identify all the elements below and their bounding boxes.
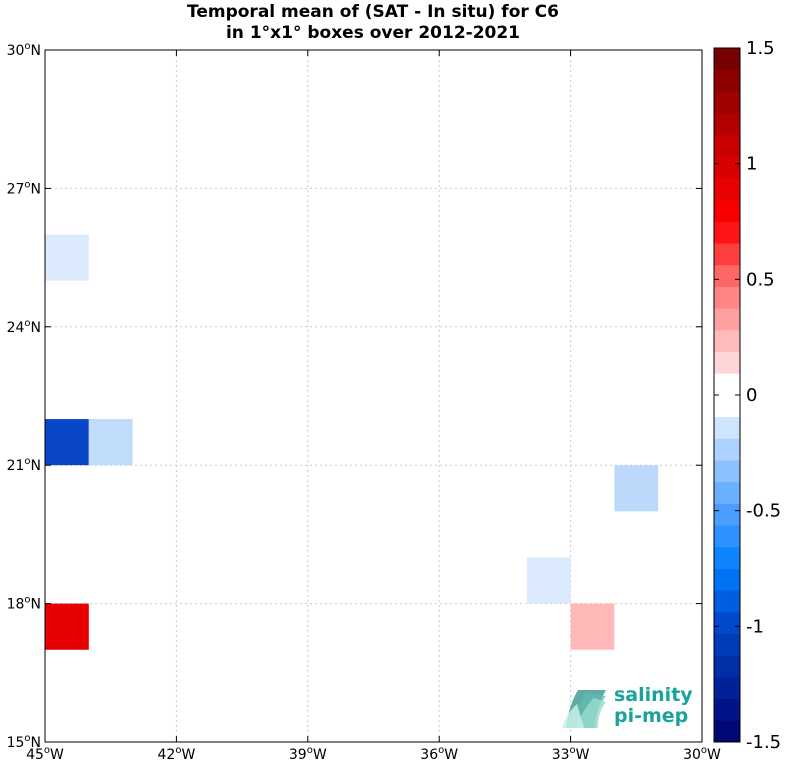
colorbar-segment-27	[714, 134, 740, 157]
colorbar-tick-label-2: 0.5	[746, 269, 775, 290]
data-cell-3	[45, 603, 89, 650]
colorbar-segment-9	[714, 525, 740, 548]
data-cells	[45, 234, 659, 650]
y-tick-label-3: 24oN	[7, 318, 41, 336]
colorbar-tick-label-3: 0	[746, 385, 757, 406]
x-tick-label-3: 36oW	[420, 745, 458, 763]
colorbar-segment-18	[714, 329, 740, 353]
chart-title: Temporal mean of (SAT - In situ) for C6 …	[187, 2, 559, 43]
x-tick-label-5: 30oW	[683, 745, 721, 763]
colorbar-tick-label-1: 1	[746, 154, 757, 175]
y-tick-label-5: 30oN	[7, 41, 41, 59]
x-tick-label-1: 42oW	[158, 745, 196, 763]
wave-logo-icon	[562, 690, 606, 728]
grid-lines	[45, 50, 702, 742]
colorbar-segment-2	[714, 676, 740, 700]
colorbar-segment-17	[714, 351, 740, 374]
data-cell-1	[45, 419, 89, 466]
colorbar-segment-8	[714, 546, 740, 569]
colorbar-segment-11	[714, 481, 740, 504]
data-cell-5	[526, 557, 571, 604]
title-line-1: Temporal mean of (SAT - In situ) for C6	[187, 2, 559, 22]
logo-line-2: pi-mep	[614, 705, 688, 727]
colorbar-segment-6	[714, 590, 740, 613]
y-tick-label-1: 18oN	[7, 595, 41, 613]
colorbar-segment-1	[714, 698, 740, 721]
colorbar: 1.5 1 0.5 0 -0.5 -1 -1.5	[713, 38, 781, 753]
data-cell-4	[614, 465, 659, 512]
colorbar-segment-19	[714, 308, 740, 331]
colorbar-tick-label-6: -1.5	[746, 732, 781, 753]
colorbar-tick-label-0: 1.5	[746, 38, 775, 59]
title-line-2: in 1°x1° boxes over 2012-2021	[226, 23, 520, 43]
salinity-pimep-logo: salinity pi-mep	[562, 684, 693, 728]
data-cell-2	[88, 419, 133, 466]
colorbar-segment-25	[714, 178, 740, 201]
colorbar-segment-23	[714, 221, 740, 244]
colorbar-segment-22	[714, 243, 740, 266]
colorbar-segment-4	[714, 633, 740, 656]
colorbar-segment-3	[714, 655, 740, 678]
logo-line-1: salinity	[614, 684, 693, 706]
colorbar-segment-5	[714, 611, 740, 634]
colorbar-segment-24	[714, 199, 740, 222]
data-cell-0	[45, 234, 89, 281]
colorbar-segment-14	[714, 416, 740, 439]
colorbar-segment-13	[714, 438, 740, 461]
y-axis: 15oN 18oN 21oN 24oN 27oN 30oN	[7, 41, 702, 751]
plot-frame	[44, 49, 703, 743]
data-cell-6	[570, 603, 615, 650]
x-tick-label-2: 39oW	[289, 745, 327, 763]
colorbar-segment-12	[714, 460, 740, 483]
x-tick-label-0: 45oW	[26, 745, 64, 763]
colorbar-segment-28	[714, 113, 740, 136]
colorbar-segment-15	[714, 395, 740, 418]
colorbar-segment-21	[714, 264, 740, 287]
colorbar-segment-31	[714, 48, 740, 71]
x-tick-label-4: 33oW	[552, 745, 590, 763]
x-axis: 45oW 42oW 39oW 36oW 33oW 30oW	[26, 50, 721, 763]
y-tick-label-0: 15oN	[7, 733, 41, 751]
colorbar-segment-10	[714, 503, 740, 526]
colorbar-segment-20	[714, 286, 740, 309]
colorbar-segment-7	[714, 568, 740, 591]
colorbar-segment-29	[714, 91, 740, 114]
colorbar-tick-label-5: -1	[746, 616, 764, 637]
colorbar-segment-0	[714, 720, 740, 743]
colorbar-tick-label-4: -0.5	[746, 501, 781, 522]
y-tick-label-4: 27oN	[7, 179, 41, 197]
y-tick-label-2: 21oN	[7, 456, 41, 474]
colorbar-segment-16	[714, 373, 740, 396]
colorbar-segment-26	[714, 156, 740, 179]
colorbar-segment-30	[714, 69, 740, 92]
